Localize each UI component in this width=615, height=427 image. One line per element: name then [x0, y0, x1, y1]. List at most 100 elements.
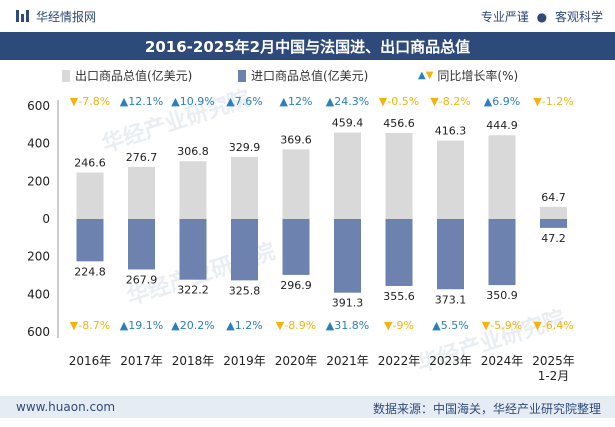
import-bar: [488, 219, 516, 286]
import-growth-label: ▼-6.4%: [533, 319, 573, 332]
chart-title: 2016-2025年2月中国与法国进、出口商品总值: [144, 38, 471, 56]
import-value-label: 350.9: [486, 289, 518, 302]
import-growth-label: ▲5.5%: [432, 319, 468, 332]
export-value-label: 276.7: [126, 151, 158, 164]
legend-import: 进口商品总值(亿美元): [238, 67, 368, 84]
export-bar: [488, 135, 516, 219]
export-bar: [282, 149, 310, 219]
x-tick-label: 2016年: [69, 354, 112, 368]
x-tick-label: 2024年: [481, 354, 524, 368]
import-bar: [282, 219, 310, 275]
legend-growth-label: 同比增长率(%): [437, 69, 519, 83]
legend-export: 出口商品总值(亿美元): [62, 67, 192, 84]
legend-import-swatch: [238, 69, 246, 82]
export-value-label: 459.4: [332, 116, 364, 129]
triangle-down-icon: ▼: [425, 70, 434, 81]
x-tick-label: 2018年: [172, 354, 215, 368]
import-bar: [76, 219, 104, 262]
import-value-label: 325.8: [229, 284, 261, 297]
x-tick-label: 2017年: [120, 354, 163, 368]
export-growth-label: ▼-8.2%: [430, 95, 470, 108]
export-growth-label: ▲12%: [280, 95, 313, 108]
export-value-label: 456.6: [383, 117, 415, 130]
legend-import-label: 进口商品总值(亿美元): [251, 69, 369, 83]
import-growth-label: ▼-9%: [384, 319, 414, 332]
export-growth-label: ▲6.9%: [484, 95, 520, 108]
export-bar: [231, 156, 258, 219]
x-tick-label: 1-2月: [538, 369, 570, 383]
export-bar: [540, 206, 567, 219]
export-value-label: 64.7: [541, 191, 566, 204]
export-value-label: 444.9: [486, 119, 518, 132]
export-growth-label: ▲7.6%: [226, 95, 262, 108]
import-growth-label: ▲31.8%: [326, 319, 369, 332]
y-tick-label: 400: [27, 137, 50, 151]
x-tick-label: 2019年: [223, 354, 266, 368]
import-growth-label: ▲1.2%: [226, 319, 262, 332]
export-bar: [128, 166, 155, 219]
y-tick-label: 200: [27, 174, 50, 188]
export-bar: [334, 132, 361, 219]
x-tick-label: 2023年: [429, 354, 472, 368]
tagline: 专业严谨 ● 客观科学: [481, 8, 603, 25]
x-tick-label: 2021年: [326, 354, 369, 368]
x-tick-label: 2022年: [378, 354, 421, 368]
y-tick-label: 600: [27, 99, 50, 113]
import-growth-label: ▼-8.9%: [276, 319, 316, 332]
export-bar: [385, 133, 413, 219]
export-value-label: 246.6: [74, 157, 106, 170]
import-growth-label: ▲20.2%: [171, 319, 214, 332]
import-growth-label: ▲19.1%: [120, 319, 163, 332]
export-growth-label: ▼-1.2%: [533, 95, 573, 108]
y-tick-label: 600: [27, 325, 50, 339]
export-growth-label: ▲24.3%: [326, 95, 369, 108]
import-bar: [231, 219, 258, 281]
import-bar: [437, 219, 464, 290]
import-bar: [128, 219, 155, 270]
tagline-separator: ●: [536, 10, 548, 24]
y-tick-label: 400: [27, 287, 50, 301]
import-growth-label: ▼-5.9%: [482, 319, 522, 332]
import-value-label: 322.2: [177, 284, 209, 297]
import-value-label: 373.1: [435, 293, 467, 306]
export-value-label: 329.9: [229, 141, 261, 154]
import-value-label: 296.9: [280, 279, 312, 292]
import-growth-label: ▼-8.7%: [70, 319, 110, 332]
top-bar: 华经情报网 专业严谨 ● 客观科学: [0, 0, 615, 32]
title-bar: 2016-2025年2月中国与法国进、出口商品总值: [0, 32, 615, 60]
import-value-label: 224.8: [74, 265, 106, 278]
import-value-label: 267.9: [126, 273, 158, 286]
x-tick-label: 2020年: [275, 354, 318, 368]
tagline-a: 专业严谨: [480, 10, 529, 24]
import-bar: [540, 219, 567, 228]
import-value-label: 47.2: [541, 232, 566, 245]
export-bar: [179, 161, 207, 219]
import-value-label: 355.6: [383, 290, 415, 303]
import-bar: [334, 219, 361, 293]
export-bar: [76, 172, 104, 219]
legend-export-swatch: [62, 69, 70, 82]
export-value-label: 369.6: [280, 133, 312, 146]
import-value-label: 391.3: [332, 297, 364, 310]
triangle-up-icon: ▲: [418, 70, 426, 81]
y-tick-label: 200: [27, 250, 50, 264]
legend-export-label: 出口商品总值(亿美元): [75, 69, 193, 83]
export-value-label: 416.3: [435, 125, 467, 138]
x-tick-label: 2025年: [532, 354, 575, 368]
y-tick-label: 0: [42, 212, 50, 226]
export-growth-label: ▼-7.8%: [70, 95, 110, 108]
legend-growth: ▲ ▼ 同比增长率(%): [418, 67, 518, 84]
import-bar: [179, 219, 207, 280]
footer: www.huaon.com 数据来源：中国海关，华经产业研究院整理: [0, 396, 615, 418]
site-name[interactable]: 华经情报网: [36, 10, 97, 24]
footer-source: 数据来源：中国海关，华经产业研究院整理: [372, 402, 601, 416]
tagline-b: 客观科学: [554, 10, 603, 24]
export-growth-label: ▲12.1%: [120, 95, 163, 108]
footer-url[interactable]: www.huaon.com: [16, 400, 116, 414]
export-bar: [437, 140, 464, 219]
logo-icon: [16, 10, 29, 22]
export-value-label: 306.8: [177, 145, 209, 158]
export-growth-label: ▼-0.5%: [379, 95, 419, 108]
import-bar: [385, 219, 413, 286]
